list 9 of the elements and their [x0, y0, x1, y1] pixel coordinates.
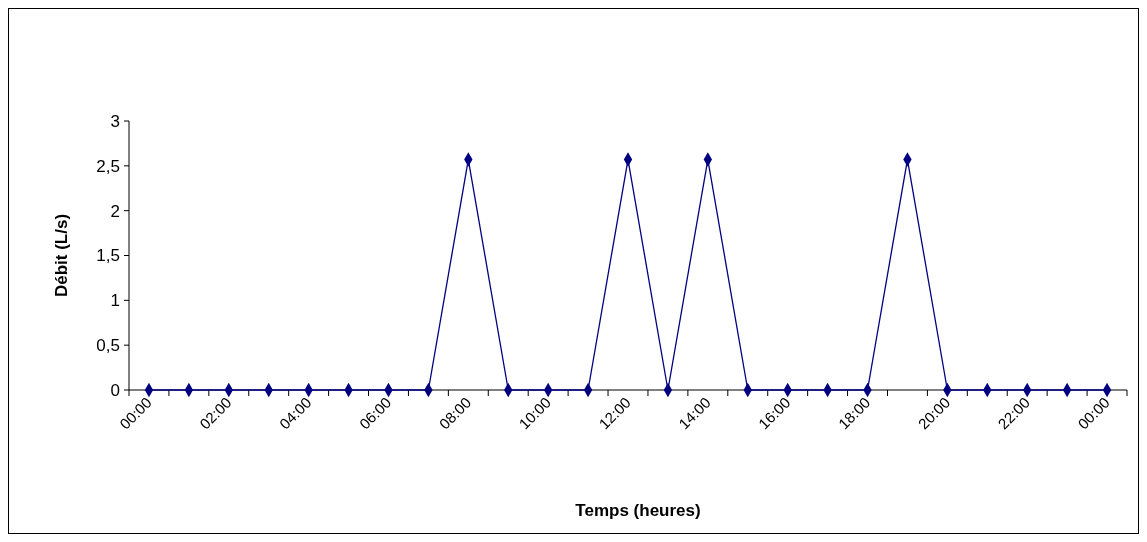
- y-tick-label: 2: [110, 201, 120, 221]
- y-tick-label: 3: [110, 111, 120, 131]
- y-tick-label: 0,5: [96, 336, 120, 356]
- y-tick-label: 0: [110, 380, 120, 400]
- y-tick-label: 1,5: [96, 246, 120, 266]
- y-tick-label: 1: [110, 291, 120, 311]
- y-tick-label: 2,5: [96, 156, 120, 176]
- x-axis-title: Temps (heures): [575, 501, 701, 520]
- y-axis-title: Débit (L/s): [52, 213, 71, 298]
